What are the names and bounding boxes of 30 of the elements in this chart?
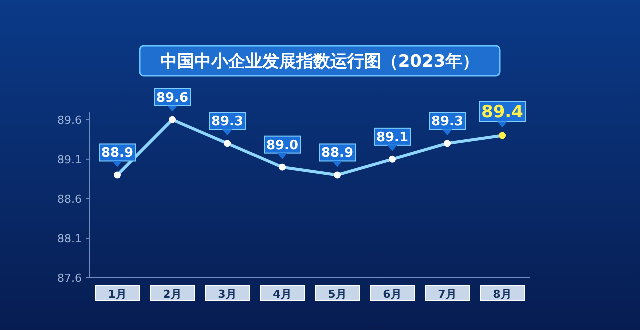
text: 89.6 bbox=[156, 90, 189, 106]
y-tick-label: 87.6 bbox=[58, 272, 82, 285]
chart-title: 中国中小企业发展指数运行图（2023年） bbox=[160, 52, 480, 72]
point bbox=[334, 172, 341, 179]
x-tick-label: 5月 bbox=[328, 288, 347, 301]
point bbox=[444, 140, 451, 148]
x-tick-label: 6月 bbox=[383, 288, 402, 301]
point bbox=[499, 132, 506, 140]
point bbox=[279, 164, 286, 171]
x-tick-label: 3月 bbox=[218, 288, 237, 301]
text: 89.3 bbox=[211, 114, 244, 130]
x-tick-label: 2月 bbox=[163, 288, 182, 301]
point bbox=[114, 172, 121, 179]
x-tick-label: 1月 bbox=[108, 288, 127, 301]
text: 89.1 bbox=[376, 130, 409, 146]
text: 89.3 bbox=[431, 114, 464, 130]
y-tick-label: 89.6 bbox=[58, 114, 82, 127]
text: 89.4 bbox=[482, 102, 524, 123]
point bbox=[389, 156, 396, 163]
x-tick-label: 8月 bbox=[493, 288, 512, 301]
y-tick-label: 89.1 bbox=[58, 153, 82, 166]
y-tick-label: 88.1 bbox=[58, 232, 82, 246]
text: 88.9 bbox=[101, 146, 134, 162]
x-tick-label: 4月 bbox=[273, 288, 292, 301]
y-tick-label: 88.6 bbox=[58, 192, 82, 206]
point bbox=[224, 140, 231, 148]
x-tick-label: 7月 bbox=[438, 288, 457, 301]
point bbox=[169, 116, 176, 124]
text: 88.9 bbox=[321, 146, 354, 162]
text: 89.0 bbox=[266, 138, 299, 154]
